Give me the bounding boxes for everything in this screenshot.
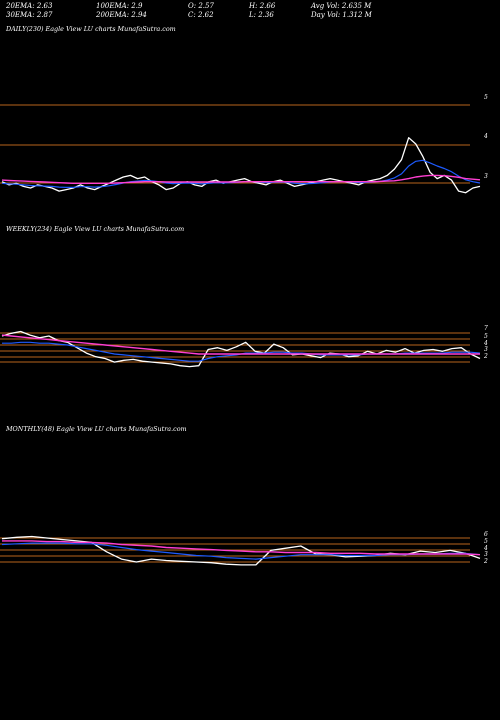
monthly-ytick-label: 6 <box>484 531 488 538</box>
daily-ytick-label: 3 <box>484 173 488 180</box>
stat-100ema: 100EMA: 2.9 <box>96 2 143 10</box>
stat-low: L: 2.36 <box>249 10 274 19</box>
weekly-ytick-label: 5 <box>484 333 488 340</box>
stats-row-1: 20EMA: 2.63 100EMA: 2.9 O: 2.57 H: 2.66 … <box>6 2 496 11</box>
daily-price-line <box>1 137 481 194</box>
weekly-ytick-label: 2 <box>483 353 488 360</box>
stat-avg-vol: Avg Vol: 2.635 M <box>311 2 372 10</box>
weekly-price-line <box>1 330 481 368</box>
weekly-ytick-label: 3 <box>484 346 488 353</box>
weekly-panel-label: WEEKLY(234) Eagle View LU charts MunafaS… <box>6 225 185 233</box>
stat-day-vol: Day Vol: 1.312 M <box>311 10 372 19</box>
daily-plot: 5 4 3 <box>0 94 488 194</box>
weekly-ytick-label: 7 <box>484 325 488 332</box>
monthly-panel-label: MONTHLY(48) Eagle View LU charts MunafaS… <box>6 425 187 433</box>
stats-header: 20EMA: 2.63 100EMA: 2.9 O: 2.57 H: 2.66 … <box>6 2 496 19</box>
stat-200ema: 200EMA: 2.94 <box>96 10 147 19</box>
daily-ema-slow-line <box>1 174 481 184</box>
daily-ytick-label: 5 <box>484 94 488 101</box>
monthly-ytick-label: 4 <box>483 545 488 552</box>
monthly-ytick-label: 3 <box>484 551 488 558</box>
stats-row-2: 30EMA: 2.87 200EMA: 2.94 C: 2.62 L: 2.36… <box>6 11 496 20</box>
daily-ytick-label: 4 <box>483 133 488 140</box>
weekly-ytick-label: 4 <box>483 340 488 347</box>
monthly-ema-slow-line <box>2 540 481 556</box>
stat-close: C: 2.62 <box>188 10 214 19</box>
stat-open: O: 2.57 <box>188 2 214 10</box>
monthly-ytick-label: 2 <box>483 558 488 565</box>
stat-30ema: 30EMA: 2.87 <box>6 10 53 19</box>
weekly-ema-slow-line <box>1 334 480 355</box>
stat-high: H: 2.66 <box>249 2 276 10</box>
monthly-ytick-label: 5 <box>484 538 488 545</box>
stat-20ema: 20EMA: 2.63 <box>6 2 53 10</box>
daily-panel-label: DAILY(230) Eagle View LU charts MunafaSu… <box>6 25 176 33</box>
